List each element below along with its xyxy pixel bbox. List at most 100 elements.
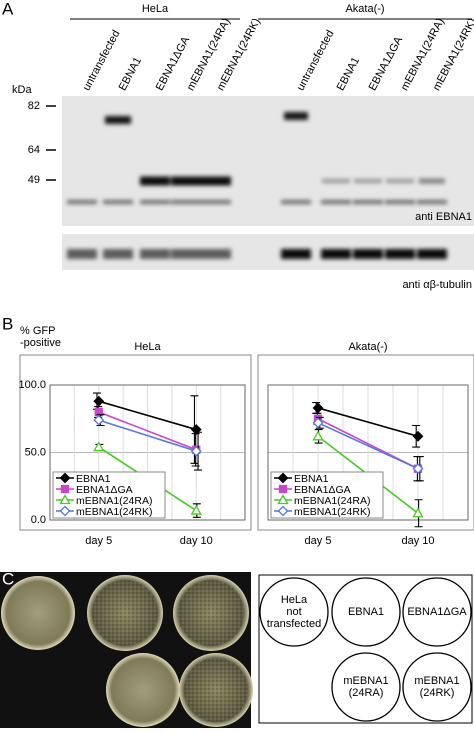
marker: [312, 417, 324, 429]
band: [321, 200, 351, 204]
lane-label: EBNA1: [335, 55, 363, 92]
band: [140, 200, 170, 204]
band: [67, 200, 97, 204]
y-tick-label: 0.0: [31, 514, 46, 526]
marker-label: 64: [28, 144, 40, 156]
band: [171, 249, 201, 259]
legend-marker: [277, 494, 289, 505]
bands: [67, 112, 447, 259]
marker: [412, 507, 424, 518]
band: [105, 116, 131, 124]
blot-label: anti αβ-tubulin: [402, 279, 472, 291]
band: [171, 200, 201, 204]
panel-b: B % GFP -positive: [2, 314, 61, 348]
marker-label: 49: [28, 174, 40, 186]
y-tick-label: 50.0: [25, 446, 46, 458]
marker: [312, 402, 324, 414]
x-tick-label: day 10: [180, 535, 213, 547]
plot-area: [49, 384, 246, 521]
band: [322, 179, 350, 183]
band: [201, 200, 231, 204]
blot-label: anti EBNA1: [415, 211, 472, 223]
panel-c: C: [0, 569, 473, 728]
plate-label: EBNA1ΔGA: [407, 606, 467, 618]
y-axis-label: % GFP: [20, 325, 55, 337]
marker: [93, 441, 105, 452]
band: [281, 249, 311, 259]
line: [98, 400, 197, 431]
band: [103, 200, 133, 204]
band: [385, 249, 415, 259]
lane-label: untransfected: [81, 28, 123, 92]
marker: [93, 395, 105, 407]
panel-label: A: [2, 0, 14, 18]
plate-outline: [402, 577, 472, 647]
plate-label: EBNA1: [348, 606, 384, 618]
plate-photo: [106, 653, 180, 727]
x-tick-label: day 5: [305, 535, 332, 547]
blot: [62, 96, 474, 226]
y-tick-label: 100.0: [18, 379, 46, 391]
marker: [412, 463, 424, 475]
legend-label: mEBNA1(24RK): [294, 506, 370, 518]
colonies: [178, 580, 244, 646]
band: [201, 176, 231, 186]
marker: [412, 430, 424, 442]
band: [321, 249, 351, 259]
band: [417, 249, 447, 259]
marker: [190, 504, 202, 515]
legend-marker: [59, 472, 71, 484]
lane-label: untransfected: [295, 28, 337, 92]
line: [98, 419, 197, 452]
group-label: Akata(-): [345, 3, 384, 15]
plate-label: (24RA): [349, 687, 384, 699]
plate-outline: [331, 652, 401, 722]
band: [353, 200, 383, 204]
band: [354, 179, 382, 183]
band: [140, 249, 170, 259]
panel-label: B: [2, 314, 13, 333]
band: [419, 178, 445, 184]
plate-label: (24RK): [420, 687, 455, 699]
x-tick-label: day 10: [401, 535, 434, 547]
legend-label: mEBNA1(24RA): [76, 495, 152, 507]
chart-frame: [19, 354, 252, 531]
band: [385, 200, 415, 204]
band: [284, 112, 308, 120]
chart-frame: [257, 354, 474, 531]
legend-marker: [59, 494, 71, 505]
band: [201, 249, 231, 259]
legend-label: EBNA1ΔGA: [76, 484, 133, 496]
legend-marker: [278, 484, 288, 494]
legend-label: EBNA1: [294, 473, 329, 485]
legend-marker: [277, 472, 289, 484]
band: [281, 200, 311, 204]
chart-title: Akata(-): [348, 341, 387, 353]
marker: [312, 430, 324, 441]
kda-label: kDa: [12, 84, 32, 96]
legend-label: EBNA1: [76, 473, 111, 485]
legend-label: mEBNA1(24RK): [76, 506, 152, 518]
band: [67, 249, 97, 259]
colonies: [184, 658, 248, 722]
marker: [93, 414, 105, 426]
band: [353, 249, 383, 259]
plate-label: mEBNA1: [343, 675, 388, 687]
plate-label: transfected: [267, 618, 321, 630]
panel-a: A kDa anti EBNA1 anti αβ-tubulin: [2, 0, 474, 291]
legend-label: mEBNA1(24RA): [294, 495, 370, 507]
legend-label: EBNA1ΔGA: [294, 484, 351, 496]
y-axis-label: -positive: [20, 337, 61, 349]
band: [417, 200, 447, 204]
band: [386, 179, 414, 183]
chart-title: HeLa: [134, 341, 161, 353]
line: [317, 422, 419, 470]
colonies: [92, 580, 158, 646]
x-tick-label: day 5: [85, 535, 112, 547]
plate-outline: [259, 577, 329, 647]
plate-label: not: [286, 606, 301, 618]
plate-label: mEBNA1: [414, 675, 459, 687]
plate-label: HeLa: [281, 594, 308, 606]
band: [171, 176, 201, 186]
